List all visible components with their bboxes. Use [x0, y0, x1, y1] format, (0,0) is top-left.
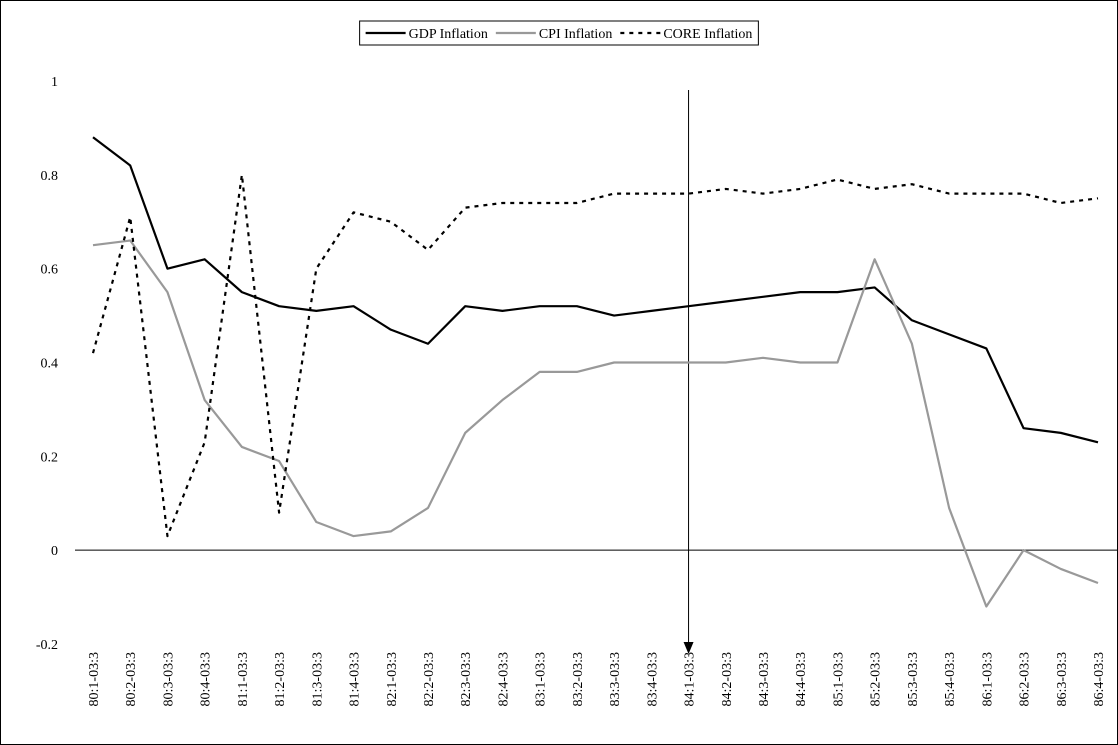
x-tick-label: 86:1-03:3 [980, 652, 995, 706]
x-tick-label: 81:3-03:3 [310, 652, 325, 706]
x-tick-label: 83:3-03:3 [608, 652, 623, 706]
y-tick-label: 0 [51, 544, 58, 559]
legend-label: GDP Inflation [409, 27, 488, 42]
x-tick-label: 82:3-03:3 [459, 652, 474, 706]
y-tick-label: -0.2 [36, 638, 58, 653]
legend-box [359, 20, 759, 46]
x-tick-label: 80:2-03:3 [124, 652, 139, 706]
y-tick-label: 0.6 [41, 263, 59, 278]
x-tick-label: 84:3-03:3 [757, 652, 772, 706]
x-tick-label: 84:4-03:3 [794, 652, 809, 706]
x-tick-label: 82:2-03:3 [422, 652, 437, 706]
x-tick-label: 85:4-03:3 [943, 652, 958, 706]
series-line [92, 136, 1099, 444]
y-tick-label: 0.4 [41, 357, 59, 372]
legend: GDP Inflation CPI Inflation CORE Inflation [365, 27, 752, 42]
x-tick-label: 83:2-03:3 [571, 652, 586, 706]
series-line [91, 173, 1099, 538]
x-tick-label: 85:2-03:3 [869, 652, 884, 706]
y-tick-label: 1 [51, 75, 58, 90]
x-tick-label: 86:4-03:3 [1092, 652, 1107, 706]
x-tick-label: 84:1-03:3 [683, 652, 698, 706]
y-tick-label: 0.2 [41, 450, 59, 465]
x-tick-label: 80:4-03:3 [199, 652, 214, 706]
legend-label: CORE Inflation [663, 27, 752, 42]
series-line [92, 239, 1099, 608]
arrow-head [683, 642, 694, 654]
x-tick-label: 82:1-03:3 [385, 652, 400, 706]
x-tick-label: 81:2-03:3 [273, 652, 288, 706]
legend-label: CPI Inflation [539, 27, 613, 42]
x-tick-label: 84:2-03:3 [720, 652, 735, 706]
y-tick-label: 0.8 [41, 169, 59, 184]
x-tick-label: 83:4-03:3 [645, 652, 660, 706]
x-tick-label: 80:1-03:3 [87, 652, 102, 706]
x-tick-label: 85:3-03:3 [906, 652, 921, 706]
x-tick-label: 80:3-03:3 [161, 652, 176, 706]
x-tick-label: 86:3-03:3 [1055, 652, 1070, 706]
x-tick-label: 85:1-03:3 [831, 652, 846, 706]
x-tick-label: 86:2-03:3 [1018, 652, 1033, 706]
x-tick-label: 81:1-03:3 [236, 652, 251, 706]
x-tick-label: 83:1-03:3 [534, 652, 549, 706]
x-tick-label: 81:4-03:3 [348, 652, 363, 706]
x-tick-label: 82:4-03:3 [496, 652, 511, 706]
